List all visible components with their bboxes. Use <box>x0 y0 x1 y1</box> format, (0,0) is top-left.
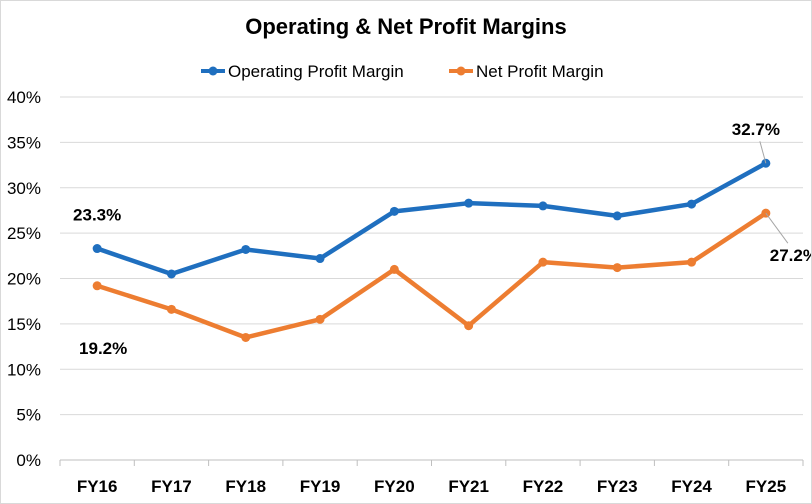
x-axis: FY16 FY17 FY18 FY19 FY20 FY21 FY22 FY23 FY24 FY25 <box>59 459 804 496</box>
data-point <box>389 206 399 216</box>
data-point <box>612 211 622 221</box>
data-label: 19.2% <box>79 339 127 358</box>
data-point <box>612 263 622 273</box>
data-point <box>464 198 474 208</box>
data-point <box>538 257 548 267</box>
data-label: 27.2% <box>770 246 811 265</box>
label-leader-line <box>759 141 767 164</box>
x-tick-label: FY23 <box>597 477 638 496</box>
y-tick-label: 30% <box>7 179 41 198</box>
data-point <box>315 254 325 264</box>
data-point <box>687 257 697 267</box>
series-line-1 <box>94 160 769 277</box>
legend-label: Operating Profit Margin <box>228 62 404 81</box>
x-tick-label: FY16 <box>77 477 118 496</box>
data-point <box>166 304 176 314</box>
x-tick-label: FY20 <box>374 477 415 496</box>
data-point <box>241 244 251 254</box>
legend-swatch-marker <box>456 66 466 76</box>
x-tick-label: FY19 <box>300 477 341 496</box>
legend-label: Net Profit Margin <box>476 62 604 81</box>
data-point <box>92 244 102 254</box>
y-axis: 0% 5% 10% 15% 20% 25% 30% 35% 40% <box>7 88 41 470</box>
x-tick-label: FY21 <box>448 477 489 496</box>
data-point <box>315 314 325 324</box>
x-tick-label: FY24 <box>671 477 712 496</box>
y-tick-label: 15% <box>7 315 41 334</box>
y-tick-label: 20% <box>7 270 41 289</box>
y-tick-label: 0% <box>16 451 41 470</box>
y-tick-label: 25% <box>7 224 41 243</box>
data-point <box>538 201 548 211</box>
x-tick-label: FY18 <box>225 477 266 496</box>
y-tick-label: 40% <box>7 88 41 107</box>
label-leader-line <box>765 212 789 244</box>
series-group <box>92 158 771 342</box>
x-tick-label: FY17 <box>151 477 192 496</box>
data-label: 23.3% <box>73 206 121 225</box>
y-tick-label: 5% <box>16 406 41 425</box>
legend: Operating Profit Margin Net Profit Margin <box>201 62 604 81</box>
data-point <box>166 269 176 279</box>
data-labels: 23.3% 32.7% 19.2% 27.2% <box>73 120 811 358</box>
data-point <box>241 332 251 342</box>
x-tick-label: FY25 <box>746 477 787 496</box>
x-tick-label: FY22 <box>523 477 564 496</box>
data-point <box>464 321 474 331</box>
data-point <box>92 281 102 291</box>
data-point <box>687 199 697 209</box>
legend-swatch-marker <box>208 66 218 76</box>
gridlines <box>60 96 803 416</box>
chart-title: Operating & Net Profit Margins <box>245 14 566 39</box>
data-point <box>389 264 399 274</box>
y-tick-label: 35% <box>7 133 41 152</box>
y-tick-label: 10% <box>7 360 41 379</box>
series-line-2 <box>94 210 769 340</box>
data-label: 32.7% <box>732 120 780 139</box>
